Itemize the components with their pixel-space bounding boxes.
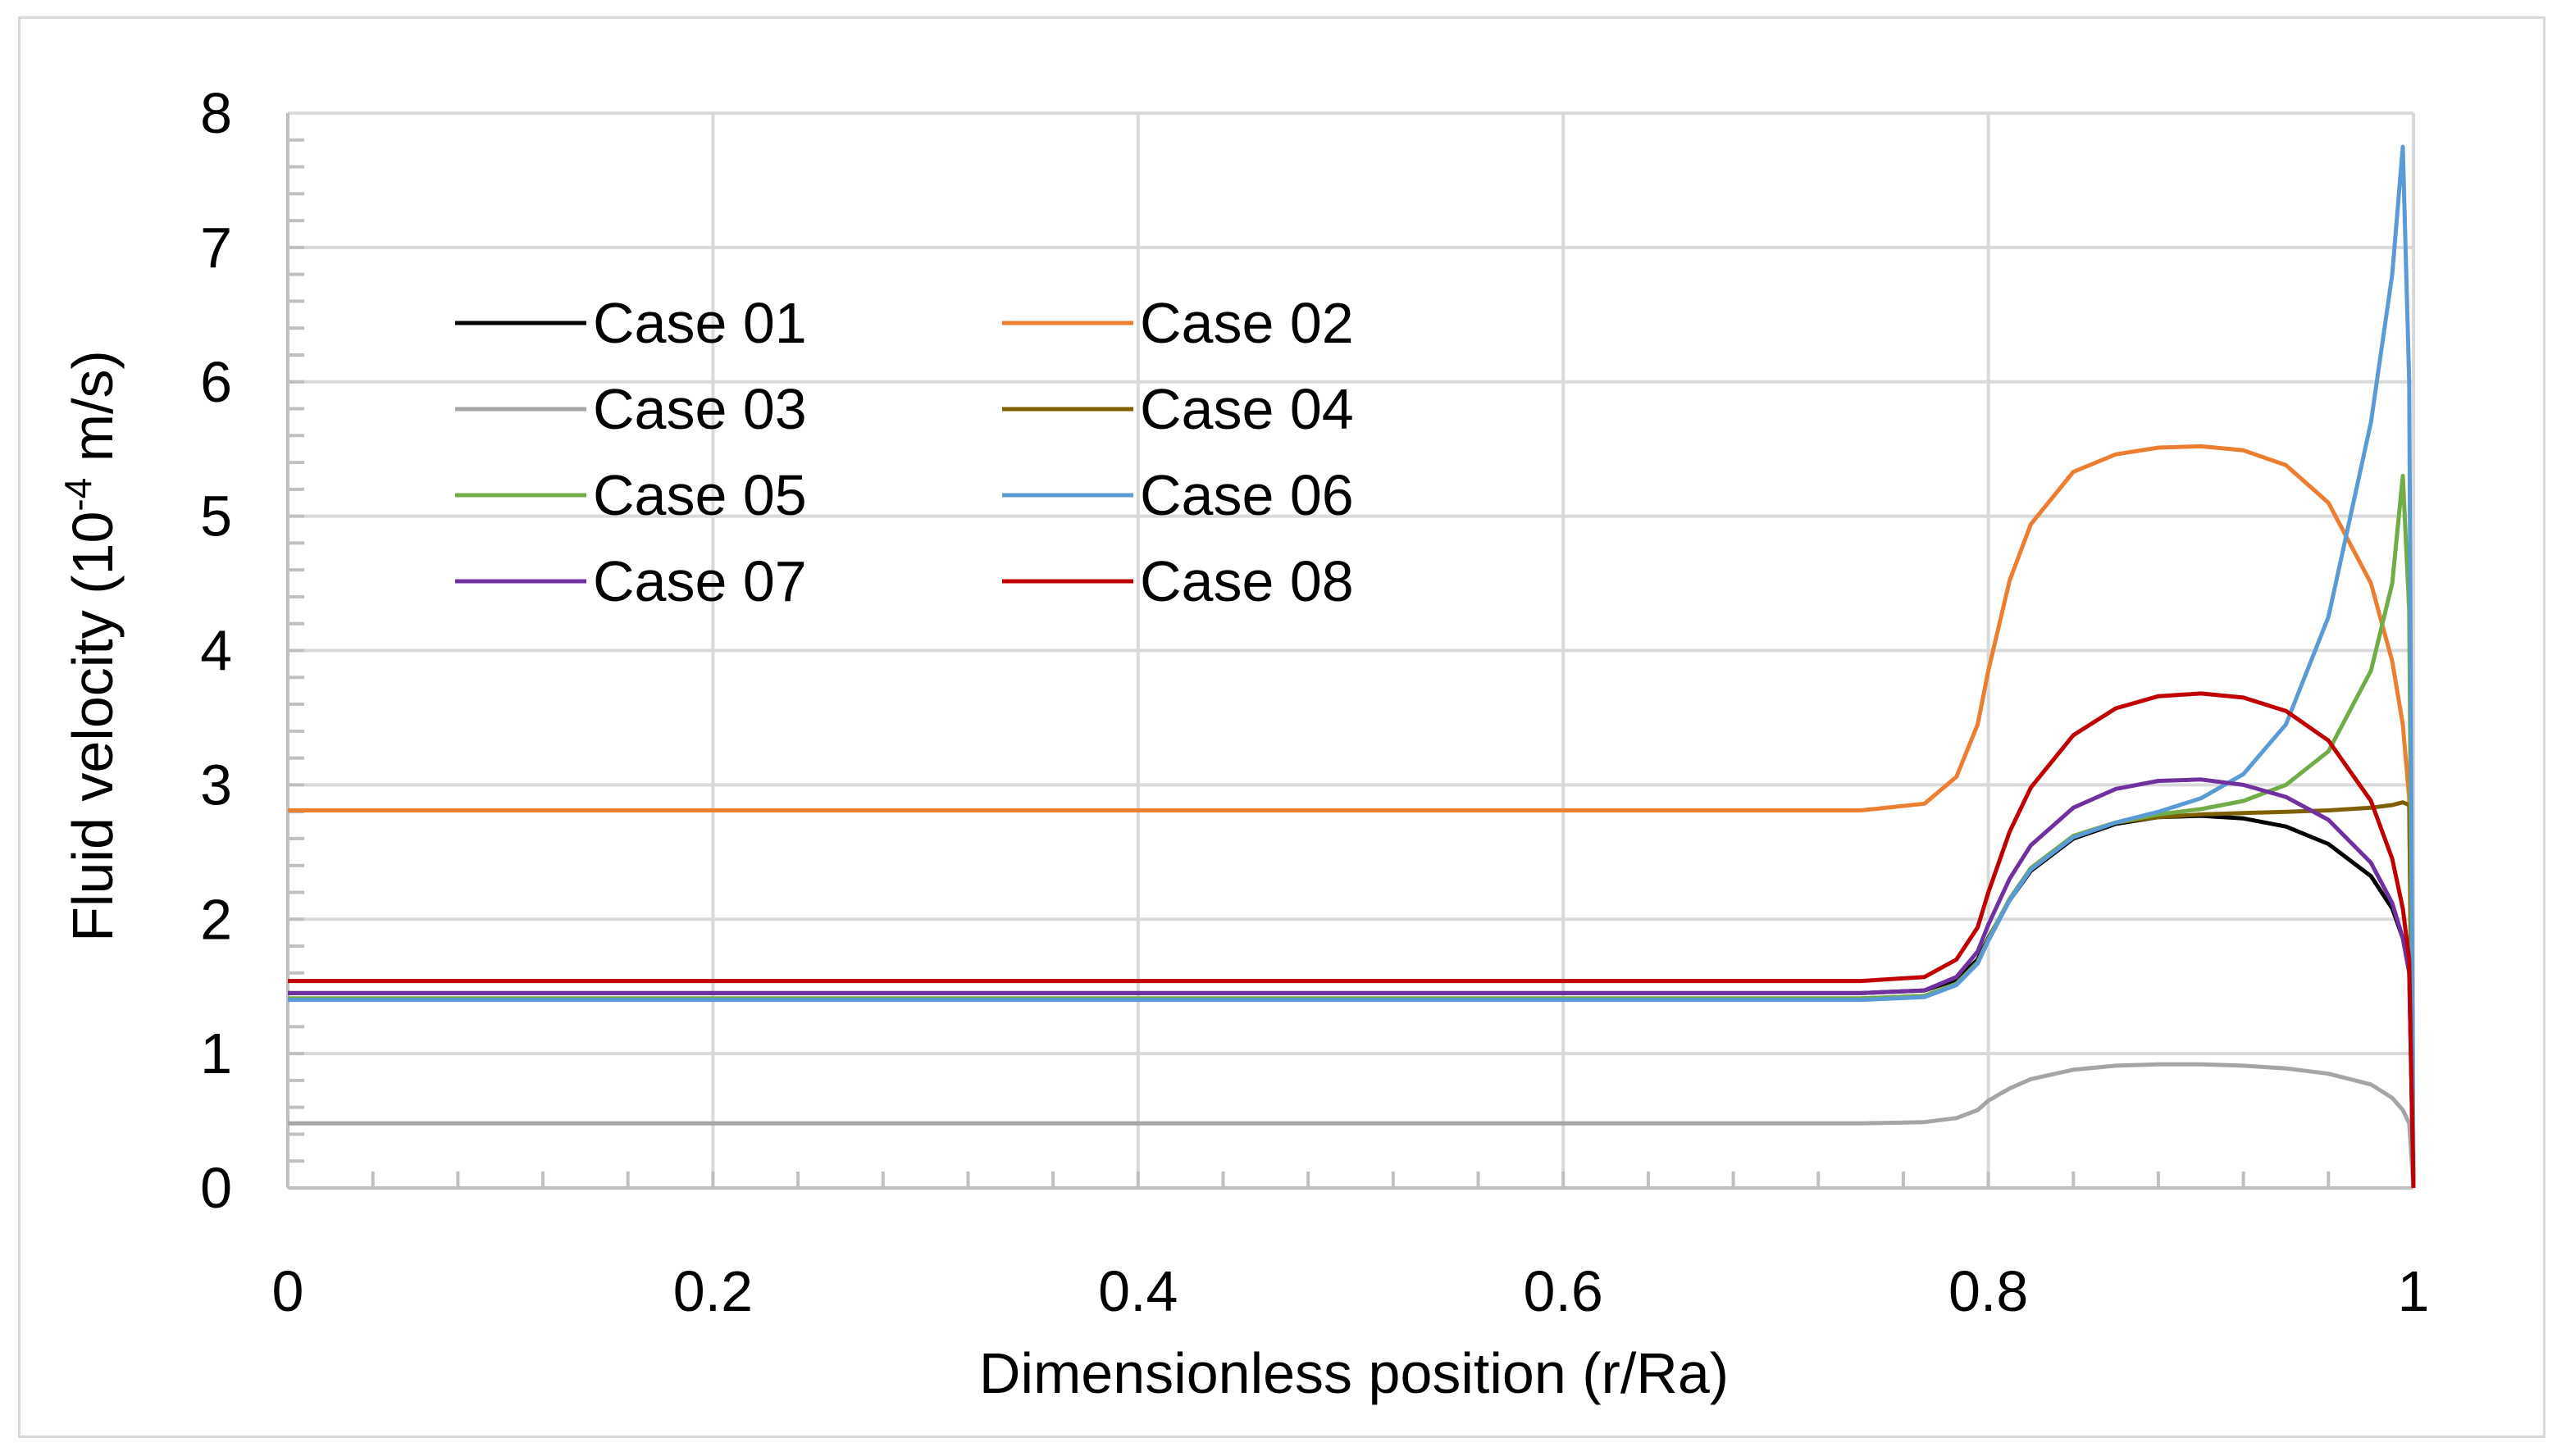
legend-label-case-02: Case 02 [1140,291,1354,355]
series-lines [288,144,2416,1189]
x-tick-label: 0.6 [1524,1259,1603,1323]
legend-label-case-01: Case 01 [593,291,807,355]
gridlines [288,111,2415,1188]
series-line-case-07 [288,777,2416,1189]
y-axis-label-suffix: m/s) [61,350,125,478]
y-tick-label: 1 [200,1021,232,1085]
y-tick-label: 5 [200,485,232,548]
series-line-case-06 [288,144,2416,1189]
legend-label-case-03: Case 03 [593,377,807,441]
x-axis-label: Dimensionless position (r/Ra) [979,1341,1729,1405]
legend: Case 01 Case 02 Case 03 Case 04 Case 05 Case … [455,291,1354,613]
legend-label-case-05: Case 05 [593,463,807,527]
y-axis-label-prefix: Fluid velocity (10 [61,512,125,942]
y-tick-label: 6 [200,350,232,414]
legend-label-case-06: Case 06 [1140,463,1354,527]
y-tick-label: 3 [200,753,232,817]
chart-frame: 0 1 2 3 4 5 6 7 8 0 0.2 0.4 0.6 0.8 1 Case 01 Case 02 Ca… [18,16,2545,1438]
axes [286,113,2413,1190]
series-line-case-02 [288,444,2416,1189]
x-tick-label: 0.8 [1948,1259,2028,1323]
x-tick-label: 0.4 [1098,1259,1178,1323]
legend-label-case-04: Case 04 [1140,377,1354,441]
y-tick-label: 8 [200,81,232,145]
tick-labels: 0 1 2 3 4 5 6 7 8 0 0.2 0.4 0.6 0.8 1 [200,81,2429,1323]
x-tick-label: 1 [2398,1259,2430,1323]
x-tick-label: 0 [272,1259,304,1323]
y-tick-label: 4 [200,619,232,683]
series-line-case-08 [288,691,2416,1189]
x-tick-label: 0.2 [673,1259,753,1323]
legend-label-case-08: Case 08 [1140,549,1354,613]
y-tick-label: 2 [200,887,232,951]
y-axis-label-exponent: -4 [57,478,99,512]
legend-label-case-07: Case 07 [593,549,807,613]
series-line-case-03 [288,1062,2416,1189]
y-axis-label: Fluid velocity (10-4 m/s) [57,350,125,942]
y-tick-label: 7 [200,216,232,280]
y-tick-label: 0 [200,1156,232,1220]
